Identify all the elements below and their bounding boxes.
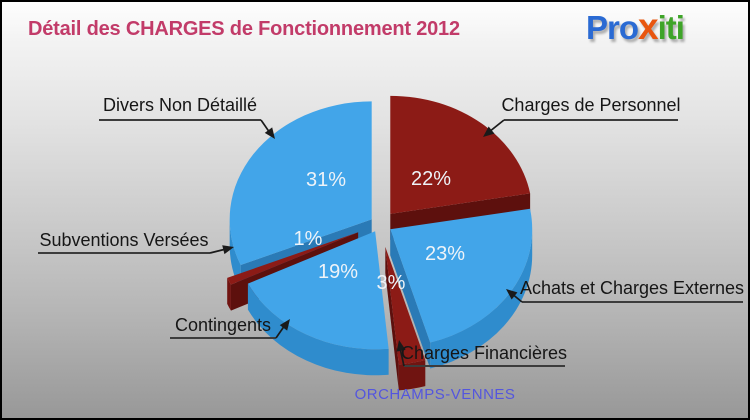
slice-label-charges-de-personnel: Charges de Personnel [501, 95, 681, 115]
callout-leader-line [488, 119, 505, 133]
callout-personnel [483, 119, 678, 137]
callout-contingents [170, 319, 290, 339]
pie-slice-value: 23% [425, 243, 465, 265]
arrowhead-icon [396, 340, 406, 352]
callout-financieres [396, 340, 565, 367]
pie-slice-3: 19% [247, 231, 389, 376]
slice-label-charges-financieres: Charges Financières [400, 343, 568, 363]
arrowhead-icon [483, 126, 495, 137]
slice-label-contingents: Contingents [174, 315, 272, 335]
brand-logo-part-iti: iti [657, 9, 685, 46]
callout-achats [506, 289, 743, 303]
arrowhead-icon [279, 319, 290, 331]
pie-slice-1: 23% [390, 208, 533, 369]
callout-subventions [38, 245, 234, 255]
page-title: Détail des CHARGES de Fonctionnement 201… [28, 18, 460, 40]
pie-slice-value: 19% [318, 261, 358, 283]
slice-label-subventions-versees: Subventions Versées [39, 230, 209, 250]
pie-slice-2: 3% [377, 246, 426, 391]
brand-logo: Proxiti [586, 6, 685, 48]
callout-leader-line [399, 347, 405, 367]
slice-label-divers-non-detaille: Divers Non Détaillé [102, 95, 258, 115]
pie-slice-value: 22% [411, 168, 451, 190]
municipality-label: ORCHAMPS-VENNES [354, 386, 516, 403]
pie-slice-value: 3% [377, 272, 406, 294]
pie-slice-value: 31% [306, 169, 346, 191]
callout-divers [99, 119, 275, 139]
brand-logo-x-icon: x [638, 6, 659, 47]
slice-label-achats-et-charges-externes: Achats et Charges Externes [519, 278, 745, 298]
brand-logo-part-pro: Pro [586, 9, 639, 46]
pie-slice-value: 1% [294, 228, 323, 250]
arrowhead-icon [264, 127, 275, 139]
arrowhead-icon [222, 245, 234, 255]
arrowhead-icon [506, 289, 518, 300]
